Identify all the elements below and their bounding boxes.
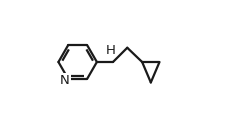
Text: N: N (59, 74, 69, 87)
Text: H: H (106, 44, 116, 57)
